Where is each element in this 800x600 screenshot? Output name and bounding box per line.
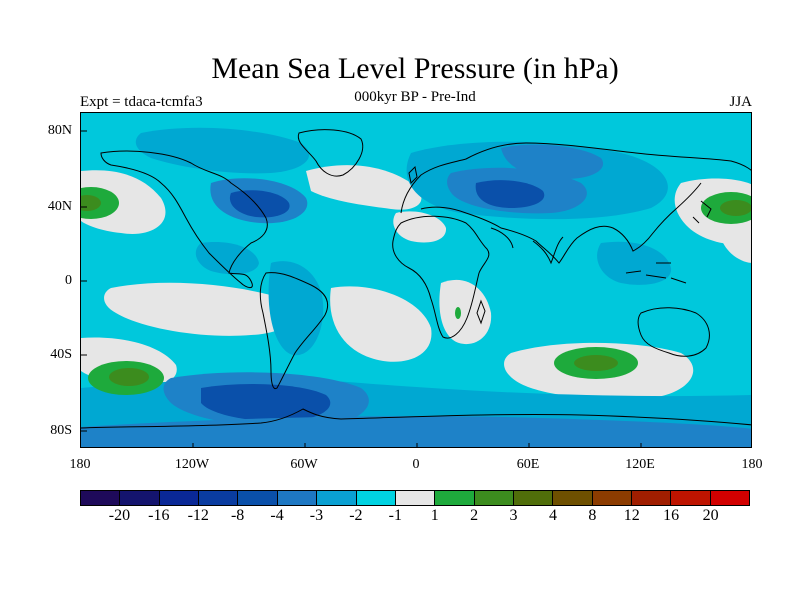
colorbar-swatch [553,491,593,505]
lon-label-180w: 180 [69,457,91,472]
lat-label-40s: 40S [50,347,72,362]
colorbar-label: 1 [430,507,439,524]
coast-antarctica [81,408,751,429]
lb-indonesia [597,241,672,285]
lb-north-pacific [135,127,310,174]
colorbar-swatch [238,491,278,505]
lat-label-80n: 80N [47,123,72,138]
colorbar-swatch [120,491,160,505]
coast-uk [408,165,418,185]
colorbar-label: 4 [548,507,557,524]
neutral-south-pacific [104,282,296,336]
coastlines [81,129,751,429]
colorbar-swatch [395,491,436,505]
lat-label-equator: 0 [65,273,72,288]
colorbar-swatch [592,491,633,505]
lon-label-180e: 180 [741,457,763,472]
colorbar-swatch [435,491,475,505]
colorbar-label: -3 [309,507,324,524]
colorbar-swatch [474,491,514,505]
colorbar-label: -20 [108,507,131,524]
colorbar-swatch [632,491,672,505]
colorbar-swatch [710,491,750,505]
lon-label-120e: 120E [625,457,655,472]
coast-north-america [100,150,268,289]
axis-ticks [81,130,642,447]
colorbar-label: -4 [270,507,284,524]
colorbar-label: 2 [470,507,479,524]
high-south-pacific-core [109,368,149,386]
high-africa [455,307,461,319]
colorbar-label: -2 [349,507,363,524]
colorbar-swatch [356,491,396,505]
colorbar-label: 8 [588,507,597,524]
pressure-anomaly-map [80,112,752,448]
green-regions [81,187,751,395]
colorbar-label: -8 [230,507,245,524]
map-svg [81,113,751,447]
coast-japan [692,200,712,224]
colorbar-label: -12 [187,507,209,524]
neutral-southern-africa [439,279,492,345]
coast-madagascar [476,299,486,325]
lat-label-40n: 40N [47,199,72,214]
lon-label-0: 0 [412,457,420,472]
blue-regions [81,144,751,447]
coast-south-america [259,272,329,390]
colorbar-label: 16 [663,507,680,524]
colorbar-label: -16 [148,507,170,524]
colorbar-swatch [159,491,200,505]
coast-eurasia [400,142,751,264]
neutral-sahara [393,211,447,243]
coast-australia [637,307,710,357]
db-europe [475,180,545,208]
experiment-label: Expt = tdaca-tcmfa3 [80,94,203,110]
colorbar-swatch [513,491,554,505]
high-pacific-east-core [720,200,751,216]
coast-greenland [297,129,364,177]
colorbar-swatch [199,491,239,505]
neutral-pacific-north [81,170,166,234]
colorbar-label: 3 [509,507,518,524]
coast-india-arabia [490,227,564,265]
colorbar-label: 20 [702,507,719,524]
lon-label-60w: 60W [290,457,318,472]
colorbar-swatch [671,491,711,505]
colorbar [80,490,750,506]
coast-indonesia [625,262,687,284]
db-north-america [229,190,290,218]
colorbar-swatch [277,491,318,505]
season-label: JJA [729,94,752,110]
mb-siberia [501,144,604,179]
map-subtitle: 000kyr BP - Pre-Ind [354,89,476,105]
map-title: Mean Sea Level Pressure (in hPa) [211,52,619,85]
coast-africa [392,215,490,339]
lon-label-60e: 60E [516,457,540,472]
neutral-south-atlantic [330,286,432,362]
colorbar-swatch [317,491,357,505]
colorbar-swatch [81,491,121,505]
high-indian-ocean-core [574,355,618,371]
colorbar-label: 12 [623,507,640,524]
colorbar-label: -1 [388,507,402,524]
lat-label-80s: 80S [50,423,72,438]
lon-label-120w: 120W [174,457,210,472]
